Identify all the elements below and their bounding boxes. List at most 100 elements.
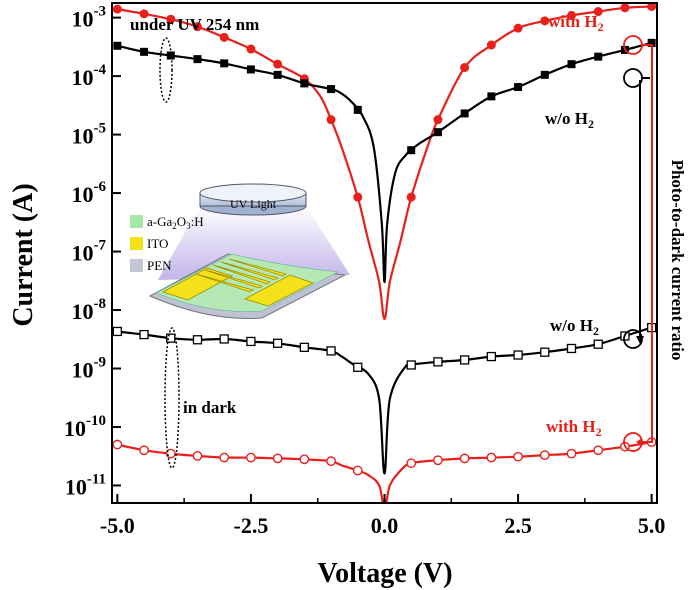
interdigitated-electrodes [195,258,287,293]
data-point-series-0 [112,4,122,14]
data-point-series-2 [139,329,149,340]
data-point-series-1 [594,52,603,61]
data-point-series-0 [460,63,470,73]
x-tick-labels: -5.0 -2.5 0.0 2.5 5.0 [100,513,665,538]
data-point-series-3 [112,439,123,450]
data-point-series-1 [460,109,469,118]
data-point-series-1 [433,128,442,137]
axis-ticks [112,16,653,503]
data-point-series-3 [513,451,523,462]
data-point-series-2 [299,342,310,352]
data-point-series-2 [353,362,363,372]
x-tick-label: 5.0 [638,513,666,538]
x-tick-label: 2.5 [504,513,532,538]
y-tick-label: 10-10 [64,413,106,441]
data-point-series-1 [407,146,416,155]
data-point-series-1 [567,60,576,69]
data-point-series-1 [113,41,122,50]
data-point-series-2 [219,334,229,344]
photo-to-dark-ratio-label: Photo-to-dark current ratio [668,160,687,361]
data-point-series-0 [540,16,550,26]
data-point-series-0 [486,40,496,50]
data-point-series-2 [566,343,577,354]
data-point-series-3 [219,452,230,463]
data-point-series-2 [326,346,336,356]
data-point-series-1 [327,85,336,94]
uv-beam [158,206,350,280]
x-axis-title: Voltage (V) [317,558,452,589]
y-axis-title: Current (A) [8,183,39,326]
x-tick-label: -2.5 [234,513,269,538]
x-tick-label: -5.0 [100,513,135,538]
data-point-series-3 [246,452,256,463]
y-tick-label: 10-3 [72,4,107,32]
data-point-series-2 [486,351,497,362]
label-uv-with-h2: with H2 [548,12,604,34]
data-point-series-3 [406,458,417,469]
data-point-series-0 [166,14,176,24]
x-tick-label: 0.0 [371,513,399,538]
data-point-series-3 [486,452,497,463]
legend-label-gao: a-Ga2O3:H [147,214,204,231]
data-point-series-0 [219,32,229,42]
legend-swatch-pen [130,259,143,272]
y-tick-label: 10-5 [72,121,107,149]
data-point-series-3 [352,465,363,476]
data-point-series-0 [647,1,657,11]
label-dark-with-h2: with H2 [546,417,602,439]
data-point-series-2 [246,336,256,347]
data-point-series-0 [513,23,523,33]
data-point-series-3 [459,453,470,464]
data-point-series-3 [593,445,604,456]
data-point-series-1 [300,79,309,88]
data-point-series-0 [593,7,603,17]
y-tick-label: 10-4 [72,62,107,90]
uv-light-label: UV Light [230,197,277,211]
data-point-series-3 [326,456,336,467]
data-point-series-1 [487,92,496,101]
data-point-series-0 [246,44,256,54]
data-point-series-2 [166,333,176,343]
uv-group-ellipse [159,37,173,103]
legend-label-pen: PEN [147,258,172,273]
data-point-series-2 [406,360,416,370]
uv-h2-end-ring [623,35,643,55]
ito-pad-right [243,274,315,307]
series-line-0 [117,5,652,321]
data-point-series-1 [166,51,175,60]
data-point-series-1 [140,47,149,56]
black-arrow-head [636,336,644,344]
data-point-series-0 [353,192,363,202]
y-tick-label: 10-8 [72,296,107,324]
data-point-series-1 [246,65,255,74]
data-point-series-2 [272,338,283,348]
label-dark-without-h2: w/o H2 [550,316,599,338]
data-point-series-3 [539,450,550,461]
data-point-series-2 [192,335,203,345]
legend-label-ito: ITO [147,236,168,251]
dark-group-ellipse [164,327,180,469]
legend-swatch-ito [130,237,143,250]
y-tick-label: 10-9 [72,354,107,382]
data-point-series-0 [620,3,630,13]
uv-lamp-top [199,183,307,203]
data-point-series-3 [139,445,149,456]
data-point-series-2 [540,347,550,357]
red-ratio-line [641,44,653,443]
device-inset: UV Light a-Ga2O3:H ITO PEN [130,183,350,319]
data-point-series-3 [299,454,310,465]
series-line-1 [117,41,652,284]
annotation-in-dark: in dark [183,398,237,417]
label-uv-without-h2: w/o H2 [545,109,594,131]
data-point-series-0 [326,115,336,125]
y-tick-label: 10-7 [72,238,107,266]
data-point-series-0 [192,22,202,32]
data-point-series-1 [540,70,549,79]
y-tick-label: 10-6 [72,179,107,207]
data-point-series-2 [513,350,523,360]
data-point-series-0 [273,59,283,69]
data-point-series-3 [566,448,577,459]
data-point-series-3 [272,453,283,464]
red-arrow-head [636,438,642,446]
